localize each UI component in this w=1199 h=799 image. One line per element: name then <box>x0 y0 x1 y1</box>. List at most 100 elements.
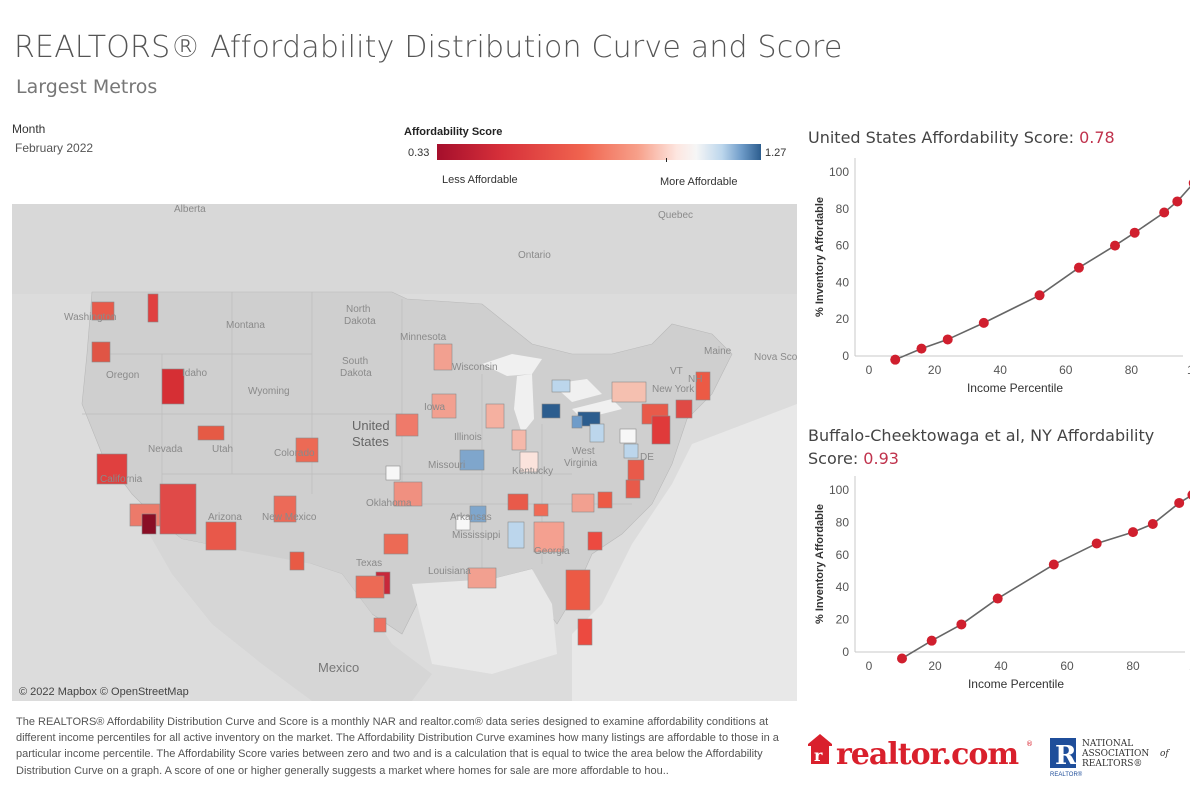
buffalo-chart-title-text: Buffalo-Cheektowaga et al, NY Affordabil… <box>808 426 1155 468</box>
y-axis-label: % Inventory Affordable <box>814 504 826 624</box>
map-label-montana: Montana <box>226 320 265 331</box>
map-label-south-dakota: South <box>342 356 368 367</box>
map-label-colorado: Colorado <box>274 448 315 459</box>
nar-badge-label: REALTOR® <box>1050 771 1083 778</box>
map-label-mississippi: Mississippi <box>452 530 500 541</box>
x-tick-label: 60 <box>1060 659 1074 673</box>
map-label-united-states: United <box>352 418 390 433</box>
map-credit[interactable]: © 2022 Mapbox © OpenStreetMap <box>19 686 189 698</box>
curve-point <box>926 635 937 646</box>
curve-point <box>1128 527 1138 538</box>
curve-point <box>1159 207 1170 218</box>
curve-point <box>1129 227 1140 238</box>
curve-point <box>1172 196 1183 207</box>
curve-point <box>1091 538 1102 549</box>
curve-point <box>956 619 967 630</box>
map-label-arkansas: Arkansas <box>450 512 492 523</box>
us-curve-chart: 0 20 40 60 80 100 0 20 40 60 80 100 % Inventory Affo… <box>814 158 1190 395</box>
map-label-de: DE <box>640 452 654 463</box>
curve-point <box>1174 497 1185 508</box>
x-tick-label: 40 <box>994 659 1008 673</box>
map-label-washington: Washington <box>64 312 116 323</box>
nar-logo[interactable]: R REALTOR® NATIONAL ASSOCIATION of REALT… <box>1048 736 1188 780</box>
map-label-nevada: Nevada <box>148 444 183 455</box>
map-label-united-states-2: States <box>352 434 389 449</box>
map-label-idaho: Idaho <box>182 368 207 379</box>
map-label-alberta: Alberta <box>174 204 206 215</box>
y-tick-label: 100 <box>829 165 849 179</box>
us-chart-title: United States Affordability Score: 0.78 <box>808 128 1115 147</box>
map-label-kentucky: Kentucky <box>512 466 553 477</box>
map-label-texas: Texas <box>356 558 382 569</box>
map-label-wyoming: Wyoming <box>248 386 290 397</box>
curve-point <box>978 317 989 328</box>
month-filter-label: Month <box>12 122 46 136</box>
map-label-arizona: Arizona <box>208 512 242 523</box>
legend-color-ramp <box>437 144 761 160</box>
y-tick-label: 40 <box>836 580 850 594</box>
map-label-missouri: Missouri <box>428 460 465 471</box>
x-tick-label: 100 <box>1187 363 1190 377</box>
curve-point <box>890 354 901 365</box>
curve-point <box>1147 519 1158 530</box>
legend-less-affordable-label: Less Affordable <box>442 174 518 186</box>
map-label-nova-scotia: Nova Sco.. <box>754 352 797 363</box>
map-label-illinois: Illinois <box>454 432 482 443</box>
legend-max-value: 1.27 <box>765 147 787 159</box>
x-tick-label: 100 <box>1189 659 1190 673</box>
affordability-curve-line <box>901 495 1190 660</box>
us-score: 0.78 <box>1079 128 1115 147</box>
footer-description: The REALTORS® Affordability Distribution… <box>16 716 779 777</box>
y-tick-label: 20 <box>836 613 850 627</box>
legend-more-affordable-label: More Affordable <box>660 176 738 188</box>
house-icon: r <box>808 734 832 765</box>
realtor-com-wordmark: realtor.com <box>836 737 1019 770</box>
page-subtitle: Largest Metros <box>16 76 158 98</box>
map-label-oklahoma: Oklahoma <box>366 498 412 509</box>
y-tick-label: 0 <box>842 349 849 363</box>
legend-title: Affordability Score <box>404 126 503 138</box>
x-tick-label: 20 <box>928 363 942 377</box>
affordability-curve-line <box>894 186 1190 361</box>
us-chart-title-text: United States Affordability Score: <box>808 128 1074 147</box>
y-tick-label: 40 <box>836 275 850 289</box>
curve-point <box>1034 290 1045 301</box>
map-label-west-virginia-2: Virginia <box>564 458 598 469</box>
y-tick-label: 60 <box>836 548 850 562</box>
map-label-north-dakota-2: Dakota <box>344 316 376 327</box>
legend-us-marker <box>666 158 667 162</box>
y-tick-label: 80 <box>836 515 850 529</box>
nar-line-of: of <box>1160 749 1170 759</box>
curve-point <box>1110 240 1120 251</box>
x-tick-label: 80 <box>1125 363 1139 377</box>
map-label-south-dakota-2: Dakota <box>340 368 372 379</box>
map-label-quebec: Quebec <box>658 210 693 221</box>
buffalo-score: 0.93 <box>863 449 899 468</box>
realtor-com-logo[interactable]: r realtor.com ® <box>806 730 1036 770</box>
map-canvas: Alberta Quebec Ontario North Dakota Mont… <box>12 204 797 701</box>
legend-min-value: 0.33 <box>408 147 430 159</box>
x-axis-label: Income Percentile <box>967 381 1063 395</box>
x-tick-label: 40 <box>994 363 1008 377</box>
y-axis-label: % Inventory Affordable <box>814 197 826 317</box>
x-tick-label: 60 <box>1059 363 1073 377</box>
page-title: REALTORS® Affordability Distribution Cur… <box>14 30 843 65</box>
buffalo-curve-chart: 020406080100020406080100% Inventory Affo… <box>814 476 1190 691</box>
map-label-west-virginia: West <box>572 446 595 457</box>
month-filter-value[interactable]: February 2022 <box>15 141 94 155</box>
map-label-louisiana: Louisiana <box>428 566 471 577</box>
map-label-new-york: New York <box>652 384 695 395</box>
x-tick-label: 80 <box>1126 659 1140 673</box>
map-label-california: California <box>100 474 143 485</box>
metro-map[interactable]: Alberta Quebec Ontario North Dakota Mont… <box>12 204 797 701</box>
svg-text:r: r <box>814 746 823 765</box>
map-label-ontario: Ontario <box>518 250 551 261</box>
map-label-utah: Utah <box>212 444 233 455</box>
y-tick-label: 100 <box>829 483 849 497</box>
nar-line-3: REALTORS® <box>1082 759 1142 769</box>
map-label-wisconsin: Wisconsin <box>452 362 498 373</box>
nar-line-1: NATIONAL <box>1082 739 1133 749</box>
y-tick-label: 20 <box>836 312 850 326</box>
map-label-nh: NH <box>688 374 702 385</box>
map-label-vt: VT <box>670 366 683 377</box>
